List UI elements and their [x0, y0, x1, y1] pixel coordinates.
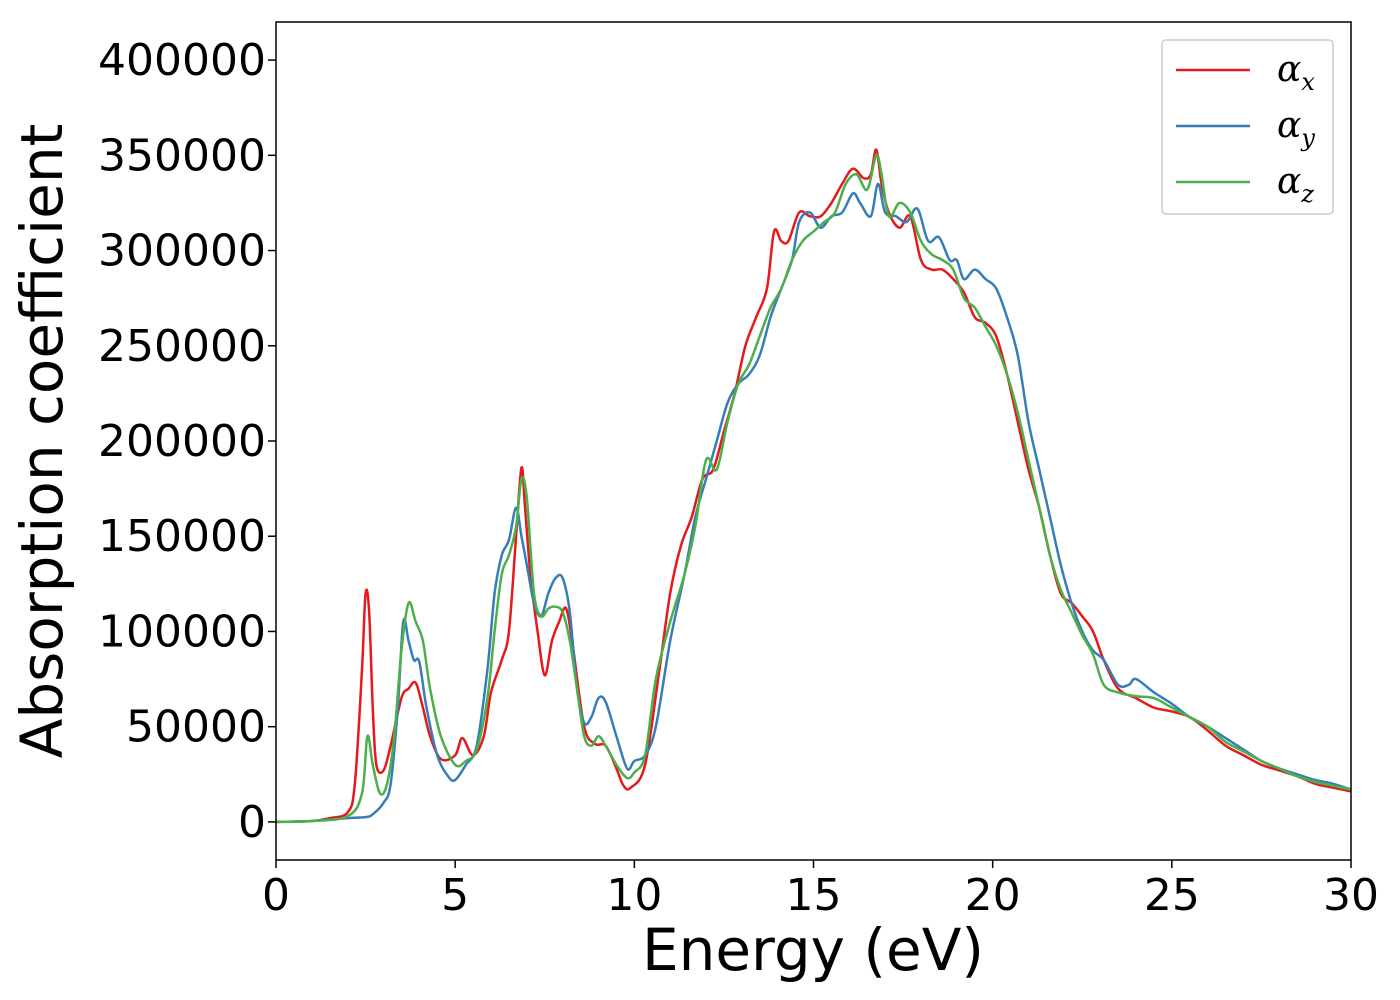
y-tick-label: 250000 [98, 321, 266, 372]
series-line-z [276, 153, 1351, 824]
x-tick-label: 0 [262, 870, 290, 921]
legend: αx αy αz [1161, 39, 1334, 215]
x-tick-label: 30 [1323, 870, 1379, 921]
series-layer [276, 148, 1351, 824]
x-tick-label: 10 [606, 870, 662, 921]
y-tick-label: 0 [238, 797, 266, 848]
x-tick-label: 25 [1144, 870, 1200, 921]
x-axis-ticks: 0 5 10 15 20 25 30 [262, 860, 1379, 921]
y-tick-label: 350000 [98, 130, 266, 181]
x-axis-title: Energy (eV) [642, 916, 984, 984]
y-tick-label: 150000 [98, 511, 266, 562]
y-tick-label: 50000 [126, 702, 266, 753]
y-axis-title: Absorption coefficient [8, 124, 76, 759]
x-tick-label: 15 [786, 870, 842, 921]
x-tick-label: 20 [965, 870, 1021, 921]
legend-label-x: αx [1277, 49, 1315, 96]
legend-label-y: αy [1277, 105, 1315, 152]
y-axis-ticks: 0 50000 100000 150000 200000 250000 300000 3500… [98, 35, 276, 848]
y-tick-label: 100000 [98, 606, 266, 657]
legend-label-z: αz [1277, 161, 1314, 208]
y-tick-label: 400000 [98, 35, 266, 86]
x-tick-label: 5 [441, 870, 469, 921]
y-tick-label: 200000 [98, 416, 266, 467]
y-tick-label: 300000 [98, 226, 266, 277]
